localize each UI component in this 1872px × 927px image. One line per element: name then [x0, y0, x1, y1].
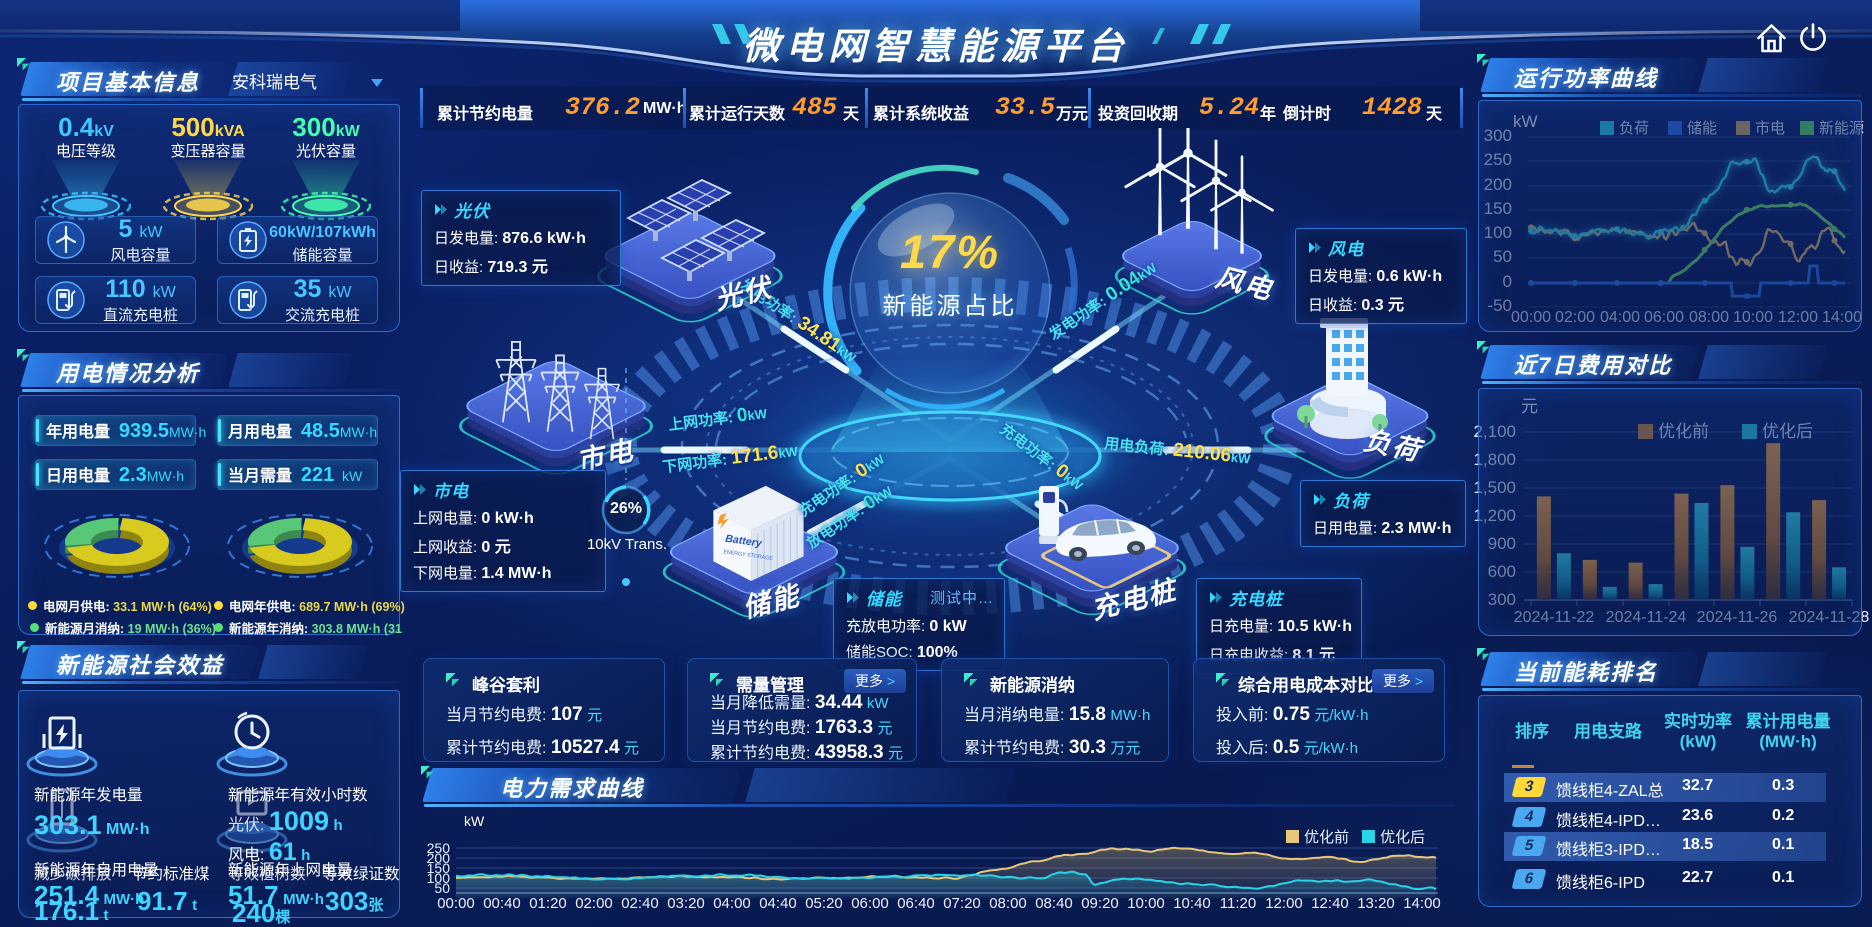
svg-text:06:00: 06:00 [851, 895, 889, 912]
svg-text:05:20: 05:20 [805, 895, 843, 912]
svg-text:03:20: 03:20 [667, 895, 705, 912]
svg-text:08:00: 08:00 [989, 895, 1027, 912]
svg-text:250: 250 [427, 840, 451, 856]
svg-text:02:40: 02:40 [621, 895, 659, 912]
svg-text:07:20: 07:20 [943, 895, 981, 912]
svg-text:优化后: 优化后 [1380, 829, 1425, 846]
svg-text:150: 150 [427, 860, 451, 876]
svg-text:12:40: 12:40 [1311, 895, 1349, 912]
svg-text:Battery: Battery [724, 533, 763, 550]
svg-text:50: 50 [434, 880, 450, 896]
svg-text:02:00: 02:00 [575, 895, 613, 912]
svg-text:08:40: 08:40 [1035, 895, 1073, 912]
svg-text:10:00: 10:00 [1127, 895, 1165, 912]
svg-text:04:40: 04:40 [759, 895, 797, 912]
svg-text:优化前: 优化前 [1304, 829, 1349, 846]
svg-text:13:20: 13:20 [1357, 895, 1395, 912]
svg-text:10:40: 10:40 [1173, 895, 1211, 912]
svg-text:04:00: 04:00 [713, 895, 751, 912]
svg-text:12:00: 12:00 [1265, 895, 1303, 912]
svg-text:09:20: 09:20 [1081, 895, 1119, 912]
svg-text:100: 100 [427, 870, 451, 886]
svg-text:00:40: 00:40 [483, 895, 521, 912]
svg-text:11:20: 11:20 [1220, 895, 1256, 912]
svg-text:kW: kW [464, 813, 485, 829]
svg-text:200: 200 [427, 850, 451, 866]
svg-text:14:00: 14:00 [1403, 895, 1441, 912]
svg-text:00:00: 00:00 [437, 895, 475, 912]
svg-text:06:40: 06:40 [897, 895, 935, 912]
svg-text:01:20: 01:20 [529, 895, 567, 912]
